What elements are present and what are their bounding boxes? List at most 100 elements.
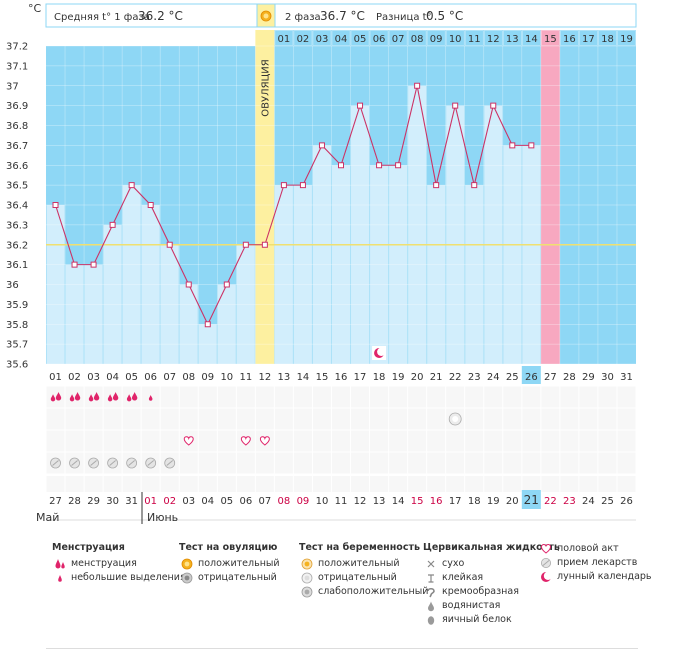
temperature-point — [242, 241, 249, 248]
phase2-highlight-cell — [540, 30, 560, 46]
pill-icon — [50, 457, 61, 469]
cycle-day-label: 31 — [620, 372, 633, 383]
phase2-cell — [293, 30, 313, 46]
legend-item: яичный белок — [423, 613, 560, 627]
calendar-date-label: 13 — [373, 496, 386, 507]
phase2-day-label: 16 — [563, 34, 576, 45]
calendar-date-label: 10 — [316, 496, 329, 507]
phase2-day-label: 06 — [373, 34, 386, 45]
temperature-bar — [522, 145, 541, 364]
legend-cervical: Цервикальная жидкость сухо клейкая кремо… — [423, 542, 560, 627]
legend-label: сухо — [442, 558, 465, 569]
legend-title: Тест на беременность — [299, 542, 420, 553]
legend-label: положительный — [198, 558, 280, 569]
pill-icon — [88, 457, 99, 469]
legend-item: лунный календарь — [538, 570, 652, 584]
pill-icon — [126, 457, 138, 469]
t-icon — [423, 572, 439, 584]
legend-item: положительный — [179, 557, 280, 571]
month-may: Май — [36, 511, 59, 524]
y-tick-label: 36.8 — [6, 121, 28, 132]
phase2-day-label: 17 — [582, 34, 595, 45]
phase2-cell — [483, 30, 503, 46]
cycle-day-label: 07 — [163, 372, 176, 383]
temperature-point — [376, 162, 383, 169]
temperature-bar — [65, 264, 84, 364]
phase2-day-label: 01 — [278, 34, 291, 45]
cycle-day-label: 27 — [544, 372, 557, 383]
phase1-value: 36.2 °C — [138, 9, 183, 23]
temperature-point — [280, 182, 287, 189]
cycle-day-label: 18 — [373, 372, 386, 383]
phase2-cell — [579, 30, 598, 46]
pregnancy-positive-icon — [299, 558, 315, 570]
temperature-bar — [103, 224, 122, 364]
legend-item: слабоположительный — [299, 585, 428, 599]
today-calendar-cell — [521, 490, 541, 509]
phase2-cell — [522, 30, 541, 46]
cycle-day-label: 06 — [144, 372, 157, 383]
temperature-point — [395, 162, 402, 169]
temperature-bar — [465, 185, 484, 364]
calendar-date-label: 12 — [354, 496, 367, 507]
calendar-date-label: 06 — [239, 496, 252, 507]
bottom-divider — [46, 648, 638, 649]
y-tick-label: 35.9 — [6, 300, 28, 311]
phase2-cell — [617, 30, 636, 46]
calendar-date-label: 11 — [335, 496, 348, 507]
calendar-date-label: 09 — [297, 496, 310, 507]
y-tick-label: 35.7 — [6, 340, 28, 351]
calendar-date-label: 20 — [506, 496, 519, 507]
phase2-label: 2 фаза — [285, 12, 321, 23]
egg-icon — [423, 614, 439, 626]
cycle-day-label: 30 — [601, 372, 614, 383]
phase2-cell — [331, 30, 351, 46]
small-drop-icon — [52, 572, 68, 584]
temperature-point — [223, 281, 230, 288]
drop-icon — [50, 392, 62, 402]
y-tick-label: 35.8 — [6, 320, 28, 331]
cycle-day-label: 24 — [487, 372, 500, 383]
calendar-date-label: 31 — [125, 496, 138, 507]
legend-label: небольшие выделения — [71, 572, 186, 583]
calendar-date-label: 04 — [201, 496, 214, 507]
temperature-bar — [503, 145, 522, 364]
temperature-point — [109, 221, 116, 228]
y-tick-label: 36.5 — [6, 181, 28, 192]
temperature-point — [528, 142, 535, 149]
pregnancy-weak-icon — [299, 586, 315, 598]
calendar-date-label: 23 — [563, 496, 576, 507]
phase2-day-label: 09 — [430, 34, 443, 45]
y-tick-label: 36.7 — [6, 141, 28, 152]
calendar-date-label: 02 — [163, 496, 176, 507]
phase2-cell — [388, 30, 408, 46]
phase2-value: 36.7 °C — [320, 9, 365, 23]
temperature-bar — [312, 145, 331, 364]
calendar-date-label: 27 — [49, 496, 62, 507]
plot-area — [46, 30, 636, 365]
phase2-cell — [369, 30, 389, 46]
temperature-point — [471, 182, 478, 189]
legend-title: Цервикальная жидкость — [423, 542, 560, 553]
y-tick-label: 36.4 — [6, 201, 28, 212]
temperature-point — [299, 182, 306, 189]
pregnancy-negative-icon — [448, 412, 462, 426]
diff-value: 0.5 °C — [426, 9, 463, 23]
cycle-day-label: 26 — [525, 372, 538, 383]
heart-icon — [538, 543, 554, 555]
calendar-date-label: 24 — [582, 496, 595, 507]
cycle-day-label: 23 — [468, 372, 481, 383]
legend-other: половой акт прием лекарств лунный календ… — [538, 542, 652, 584]
cycle-day-label: 10 — [220, 372, 233, 383]
temperature-bar — [122, 185, 141, 364]
temperature-point — [204, 321, 211, 328]
temperature-bar — [427, 185, 446, 364]
legend-item: менструация — [52, 557, 186, 571]
pill-icon — [107, 457, 119, 469]
phase2-day-label: 10 — [449, 34, 462, 45]
calendar-date-label: 07 — [259, 496, 272, 507]
phase2-day-label: 08 — [411, 34, 424, 45]
temperature-point — [52, 202, 59, 208]
phase2-cell — [502, 30, 522, 46]
